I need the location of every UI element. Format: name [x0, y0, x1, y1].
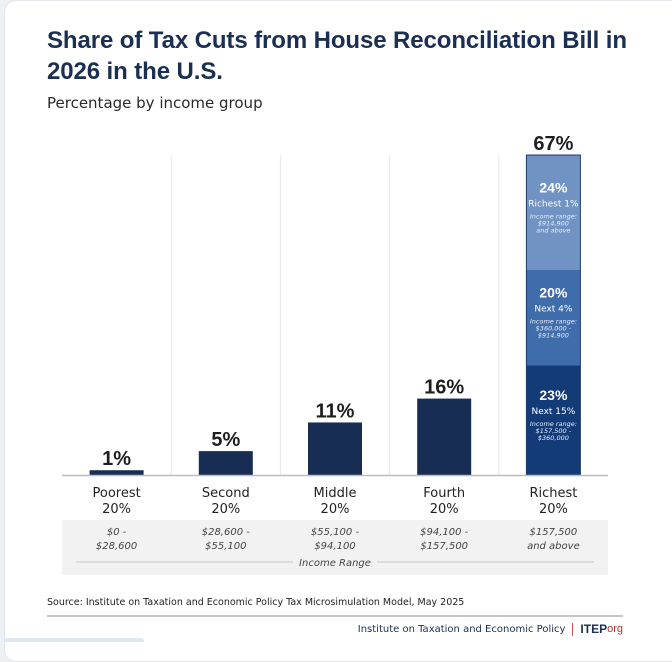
- category-label: Poorest: [92, 486, 140, 501]
- bar-segment: [526, 269, 581, 366]
- category-label: Richest: [529, 486, 577, 501]
- bar: [198, 451, 253, 475]
- brand-separator: [572, 622, 574, 636]
- chart-subtitle: Percentage by income group: [47, 94, 263, 112]
- itep-logo[interactable]: ITEP: [580, 622, 608, 636]
- category-label: Second: [202, 486, 250, 501]
- bar-value-label: 5%: [211, 429, 240, 451]
- segment-group-label: Next 15%: [531, 407, 575, 417]
- bar-segment: [526, 365, 581, 475]
- bar-value-label: 16%: [424, 377, 464, 399]
- segment-value-label: 23%: [539, 387, 568, 403]
- segment-range-line2: $360,000: [538, 434, 569, 442]
- footer-brand: Institute on Taxation and Economic Polic…: [358, 622, 623, 636]
- segment-range-line1: $914,900: [538, 219, 569, 227]
- category-share-label: 20%: [211, 502, 240, 517]
- income-range-line2: and above: [527, 541, 580, 552]
- org-name: Institute on Taxation and Economic Polic…: [357, 623, 566, 635]
- bar-value-label: 1%: [102, 448, 131, 470]
- income-range-line2: $94,100: [314, 541, 355, 552]
- income-range-line1: $94,100 -: [420, 527, 469, 538]
- category-share-label: 20%: [321, 502, 350, 517]
- category-label: Middle: [314, 486, 357, 501]
- income-range-line2: $157,500: [420, 541, 468, 552]
- bar: [417, 398, 472, 475]
- category-share-label: 20%: [102, 502, 131, 517]
- income-range-line1: $28,600 -: [202, 527, 251, 538]
- segment-range-line1: $157,500 -: [536, 427, 572, 435]
- income-range-line1: $0 -: [107, 527, 127, 538]
- itep-logo-suffix[interactable]: org: [607, 623, 623, 635]
- segment-range-title: Income range:: [530, 420, 577, 428]
- income-range-band: [62, 520, 608, 575]
- segment-range-line1: $360,000 -: [536, 324, 572, 332]
- income-range-line1: $157,500: [530, 527, 578, 538]
- segment-group-label: Next 4%: [534, 304, 573, 314]
- bar: [308, 422, 362, 475]
- bar-value-label: 11%: [316, 400, 355, 422]
- income-range-line1: $55,100 -: [311, 527, 360, 538]
- source-note: Source: Institute on Taxation and Econom…: [47, 597, 465, 608]
- segment-range-title: Income range:: [530, 317, 577, 325]
- chart-title: Share of Tax Cuts from House Reconciliat…: [47, 27, 627, 85]
- bar-segment: [526, 155, 581, 270]
- segment-range-line2: $914,900: [538, 331, 569, 339]
- bar: [89, 470, 144, 475]
- x-axis-label: Income Range: [299, 558, 371, 569]
- segment-range-title: Income range:: [530, 212, 577, 220]
- footer-divider: [47, 615, 623, 617]
- category-label: Fourth: [423, 486, 465, 501]
- segment-value-label: 24%: [539, 179, 568, 195]
- category-share-label: 20%: [539, 502, 568, 517]
- income-range-line2: $55,100: [205, 541, 246, 552]
- segment-group-label: Richest 1%: [528, 199, 579, 209]
- segment-range-line2: and above: [536, 226, 570, 234]
- category-share-label: 20%: [430, 502, 459, 517]
- scroll-tab: [4, 638, 144, 642]
- segment-value-label: 20%: [539, 284, 568, 300]
- bar-value-label: 67%: [533, 133, 573, 155]
- income-range-line2: $28,600: [96, 541, 137, 552]
